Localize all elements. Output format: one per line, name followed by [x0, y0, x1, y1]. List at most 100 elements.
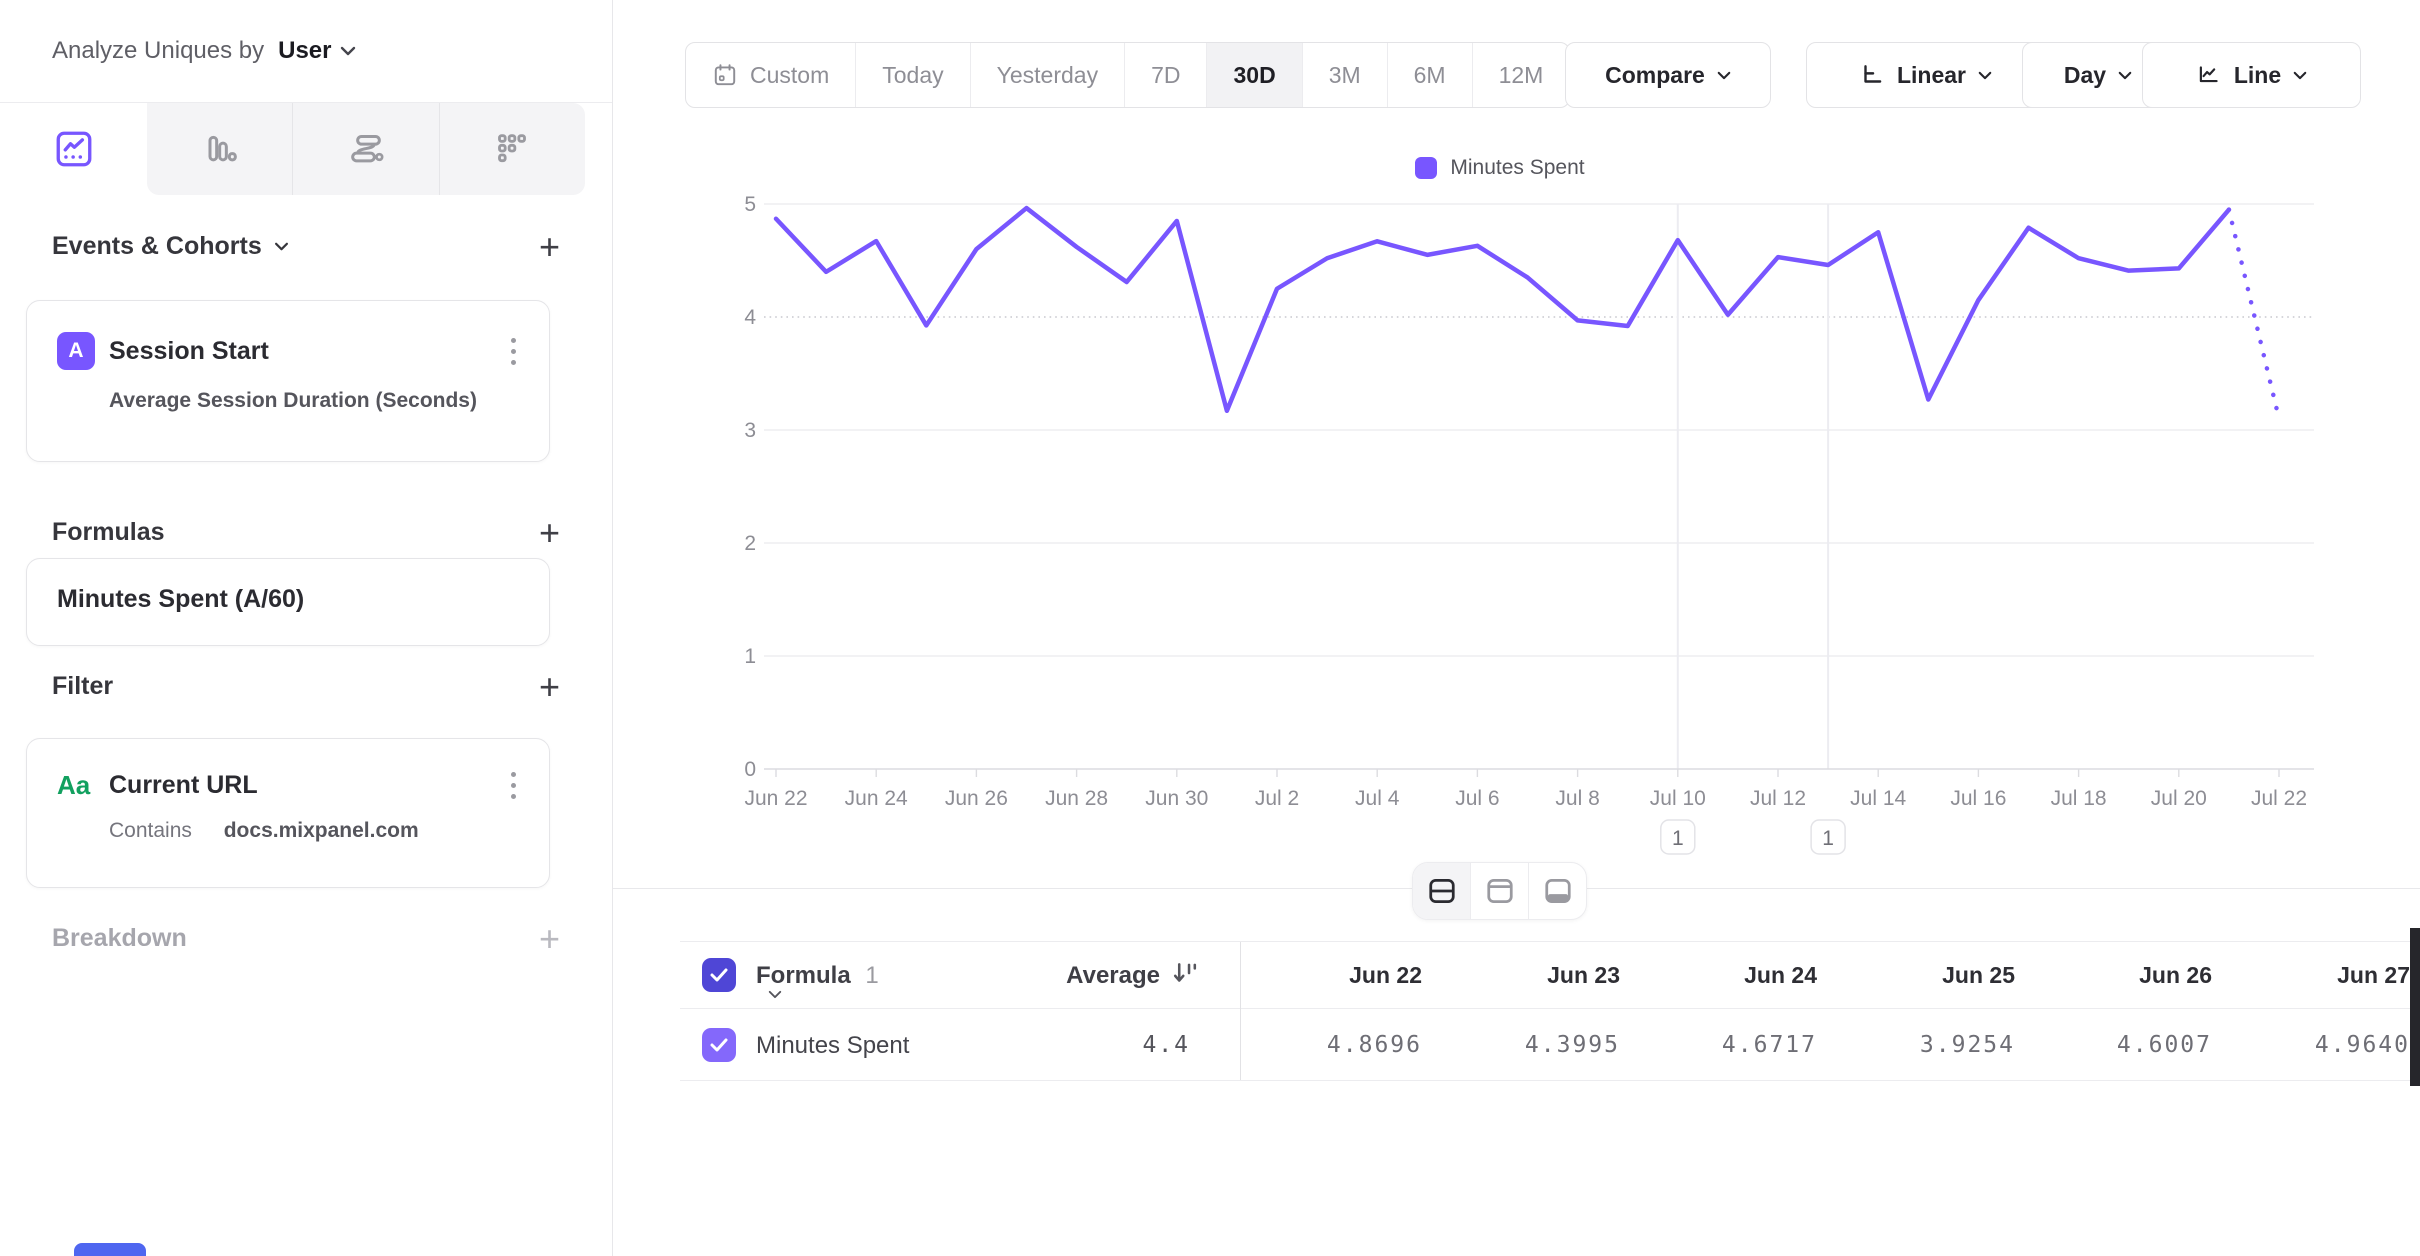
sort-icon	[1173, 963, 1197, 982]
x-axis-label: Jul 12	[1750, 787, 1806, 810]
select-all-checkbox[interactable]	[702, 958, 736, 992]
chart-style-label: Line	[2233, 61, 2282, 88]
layout-toggle-group	[1412, 862, 1587, 920]
analyze-value-dropdown[interactable]: User	[274, 37, 355, 65]
average-value-cell: 4.4	[1142, 1032, 1190, 1058]
annotation-badge[interactable]: 1	[1810, 819, 1846, 855]
value-cell: 4.6717	[1721, 1032, 1817, 1058]
x-axis-label: Jun 28	[1045, 787, 1108, 810]
table-scrollbar[interactable]	[2410, 928, 2420, 1086]
formula-name: Minutes Spent (A/60)	[57, 585, 305, 613]
x-axis-label: Jun 24	[845, 787, 908, 810]
chart-style-button[interactable]: Line	[2142, 42, 2361, 108]
axis-scale-label: Linear	[1896, 61, 1967, 88]
date-range-3m[interactable]: 3M	[1303, 43, 1388, 107]
column-header: Jun 25	[1942, 962, 2015, 988]
sidebar-divider	[0, 102, 612, 103]
y-axis-label: 1	[744, 645, 756, 668]
date-range-custom[interactable]: Custom	[686, 43, 857, 107]
add-filter-button[interactable]: +	[538, 665, 560, 707]
column-header: Jun 26	[2139, 962, 2212, 988]
filter-operator[interactable]: Contains	[109, 819, 192, 842]
event-menu-button[interactable]	[503, 337, 523, 365]
analyze-label: Analyze Uniques by	[52, 37, 265, 64]
date-range-30d-selected[interactable]: 30D	[1207, 43, 1303, 107]
formula-group-index: 1	[865, 962, 879, 989]
x-axis-label: Jul 20	[2151, 787, 2207, 810]
sort-button[interactable]	[1170, 958, 1200, 988]
layout-table-only-button[interactable]	[1529, 863, 1586, 919]
check-icon	[710, 968, 728, 982]
date-range-today[interactable]: Today	[856, 43, 971, 107]
chevron-down-icon	[2118, 71, 2132, 79]
breakdown-section-header: Breakdown +	[52, 917, 560, 959]
filter-section-header: Filter +	[52, 665, 560, 707]
value-cell: 3.9254	[1919, 1032, 2015, 1058]
table-header-border	[680, 1008, 2420, 1009]
row-checkbox[interactable]	[702, 1028, 736, 1062]
x-axis-label: Jul 22	[2251, 787, 2307, 810]
x-axis-label: Jul 14	[1850, 787, 1906, 810]
grid-dots-icon	[498, 134, 527, 163]
tab-flows[interactable]	[293, 103, 440, 195]
axis-scale-button[interactable]: Linear	[1806, 42, 2045, 108]
tab-insights-line[interactable]	[0, 103, 147, 195]
value-cell: 4.6007	[2116, 1032, 2212, 1058]
event-aggregation[interactable]: Average Session Duration (Seconds)	[109, 389, 477, 412]
event-card[interactable]: A Session Start Average Session Duration…	[26, 300, 550, 462]
y-axis-label: 3	[744, 419, 756, 442]
formulas-section-header: Formulas +	[52, 511, 560, 553]
filter-menu-button[interactable]	[503, 771, 523, 799]
help-bubble-fragment[interactable]	[74, 1243, 146, 1256]
filter-card[interactable]: Aa Current URL Contains docs.mixpanel.co…	[26, 738, 550, 888]
filter-value[interactable]: docs.mixpanel.com	[223, 819, 419, 842]
compare-label: Compare	[1605, 61, 1705, 88]
flows-icon	[351, 135, 384, 163]
date-range-7d[interactable]: 7D	[1125, 43, 1208, 107]
query-sidebar: Analyze Uniques by User	[0, 0, 613, 1256]
add-formula-button[interactable]: +	[538, 511, 560, 553]
formula-card[interactable]: Minutes Spent (A/60)	[26, 558, 550, 646]
analyze-value: User	[278, 37, 332, 64]
value-cell: 4.8696	[1326, 1032, 1422, 1058]
event-letter-badge: A	[57, 332, 95, 370]
y-axis-label: 4	[744, 306, 756, 329]
formula-group-dropdown[interactable]: Formula 1	[756, 962, 879, 999]
x-axis-label: Jul 16	[1950, 787, 2006, 810]
chevron-down-icon	[1717, 71, 1731, 79]
line-chart-svg: 0 1 2 3 4 5 Jun 22 Jun 24 Jun 26 Jun 28 Jun 30 Jul …	[744, 193, 2314, 855]
chevron-down-icon[interactable]	[274, 242, 289, 251]
breakdown-section-title: Breakdown	[52, 924, 187, 952]
event-name: Session Start	[109, 336, 269, 365]
date-range-6m[interactable]: 6M	[1388, 43, 1473, 107]
bar-chart-icon	[208, 135, 237, 162]
legend-swatch	[1415, 157, 1438, 179]
filter-property-name: Current URL	[109, 770, 258, 799]
column-header: Jun 23	[1547, 962, 1620, 988]
date-range-yesterday[interactable]: Yesterday	[971, 43, 1126, 107]
compare-button[interactable]: Compare	[1565, 42, 1771, 108]
layout-chart-only-button[interactable]	[1471, 863, 1529, 919]
tab-bar-chart[interactable]	[147, 103, 294, 195]
column-header: Jun 24	[1744, 962, 1817, 988]
date-range-12m[interactable]: 12M	[1498, 61, 1544, 88]
tab-retention-grid[interactable]	[440, 103, 585, 195]
chevron-down-icon	[768, 990, 782, 999]
x-axis-label: Jun 22	[744, 787, 807, 810]
filter-section-title: Filter	[52, 672, 114, 700]
column-header: Jun 22	[1349, 962, 1422, 988]
formulas-section-title: Formulas	[52, 518, 165, 546]
x-axis-label: Jul 18	[2051, 787, 2107, 810]
inactive-tab-strip	[147, 103, 585, 195]
granularity-label: Day	[2063, 61, 2107, 88]
series-name-cell: Minutes Spent	[756, 1032, 910, 1059]
date-range-picker: Custom Today Yesterday 7D 30D 3M 6M 12M	[685, 42, 1571, 108]
x-axis-label: Jul 2	[1255, 787, 1299, 810]
annotation-badge[interactable]: 1	[1660, 819, 1696, 855]
line-chart-icon	[56, 131, 91, 167]
table-top-border	[680, 941, 2420, 942]
add-breakdown-button[interactable]: +	[538, 917, 560, 959]
layout-split-button[interactable]	[1413, 863, 1471, 919]
add-event-button[interactable]: +	[538, 225, 560, 267]
legend-label: Minutes Spent	[1450, 156, 1585, 179]
